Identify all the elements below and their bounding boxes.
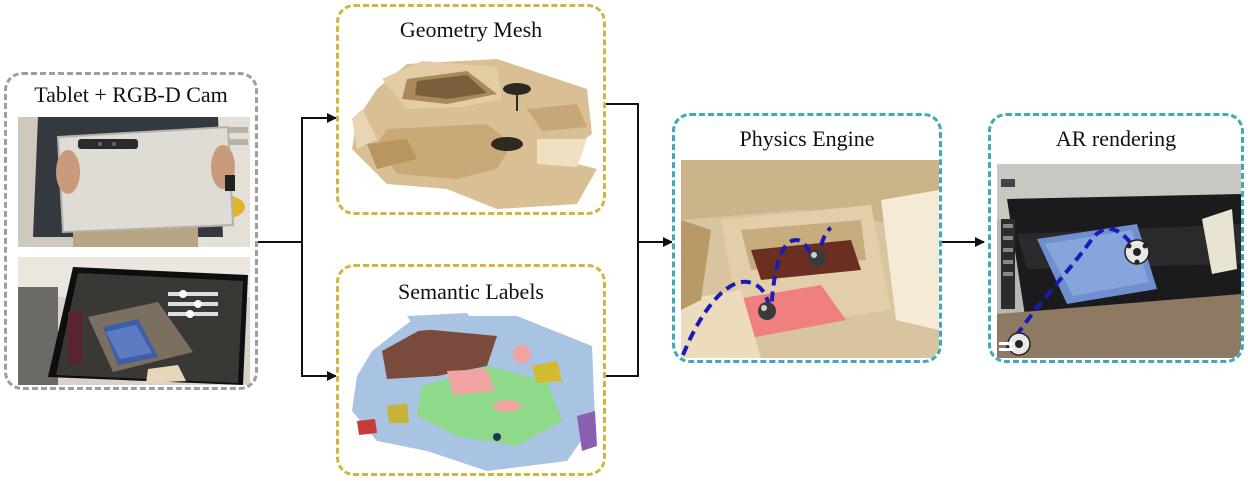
- ar-render-image: [997, 164, 1241, 358]
- tablet-panel: Tablet + RGB-D Cam: [4, 72, 258, 390]
- physics-panel: Physics Engine: [672, 113, 942, 363]
- sphere-icon: [1124, 239, 1150, 265]
- arrow-from-semantic: [606, 242, 639, 377]
- geometry-panel-title: Geometry Mesh: [399, 17, 543, 42]
- ar-panel-title: AR rendering: [1055, 126, 1177, 151]
- physics-panel-title: Physics Engine: [739, 126, 875, 151]
- semantic-panel: Semantic Labels: [336, 264, 606, 476]
- tablet-screen-photo: [18, 257, 250, 385]
- semantic-labels-image: [347, 311, 599, 471]
- arrow-to-semantic: [301, 242, 337, 381]
- sphere-icon: [758, 302, 776, 320]
- tablet-panel-title: Tablet + RGB-D Cam: [34, 82, 228, 107]
- tablet-person-photo: [18, 117, 250, 247]
- sphere-icon: [808, 249, 826, 267]
- geometry-mesh-image: [347, 49, 599, 209]
- semantic-panel-title: Semantic Labels: [397, 279, 544, 304]
- arrow-from-geometry: [606, 103, 639, 242]
- arrow-to-geometry: [301, 113, 337, 242]
- trajectory-path: [1005, 226, 1137, 351]
- geometry-panel: Geometry Mesh: [336, 4, 606, 215]
- physics-scene-image: [681, 160, 939, 358]
- ar-panel: AR rendering: [988, 113, 1244, 363]
